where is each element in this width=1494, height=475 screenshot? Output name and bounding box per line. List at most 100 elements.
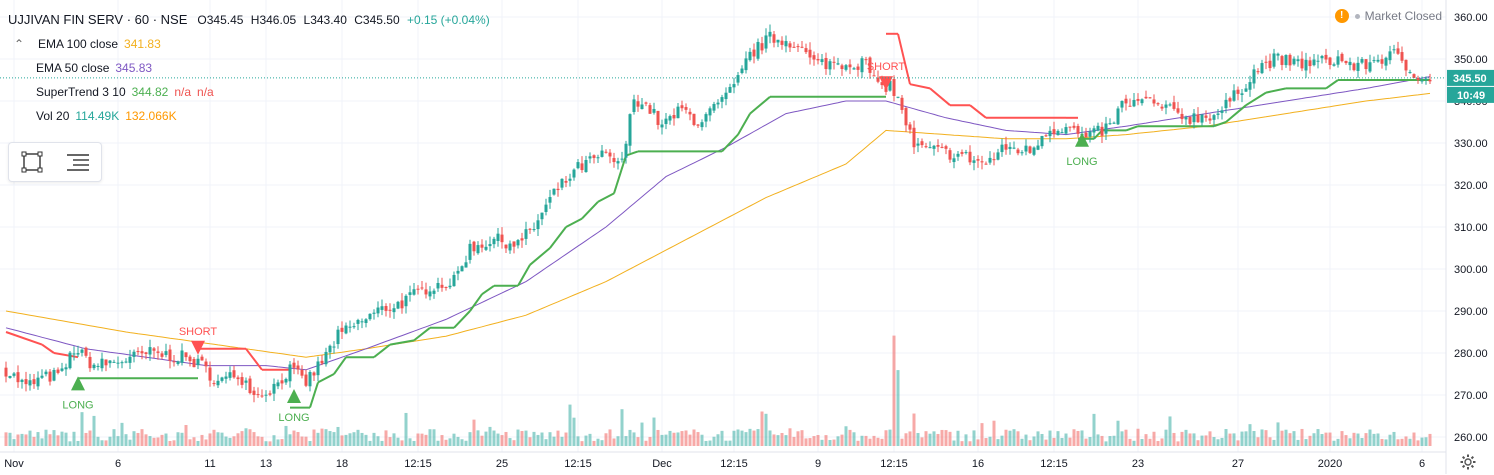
volume-bar bbox=[40, 438, 44, 446]
ema100-line bbox=[5, 92, 1431, 358]
x-tick-label: 12:15 bbox=[404, 458, 432, 470]
candle-body bbox=[1136, 98, 1140, 101]
volume-bar bbox=[1264, 430, 1268, 446]
volume-bar bbox=[664, 434, 668, 446]
candle-body bbox=[924, 146, 928, 148]
candle-body bbox=[1236, 89, 1240, 94]
candle-body bbox=[372, 312, 376, 314]
warning-icon[interactable]: ! bbox=[1334, 9, 1349, 23]
volume-bar bbox=[460, 439, 464, 446]
countdown-badge bbox=[1447, 86, 1494, 103]
volume-bar bbox=[160, 434, 164, 446]
volume-bar bbox=[1032, 436, 1036, 446]
candle-body bbox=[832, 61, 836, 63]
candle-body bbox=[1036, 145, 1040, 150]
candle-body bbox=[536, 220, 540, 230]
candle-body bbox=[604, 151, 608, 153]
volume-bar bbox=[1388, 434, 1392, 446]
candle-body bbox=[528, 228, 532, 230]
candle-body bbox=[92, 364, 96, 369]
candle-body bbox=[128, 356, 132, 363]
candle-body bbox=[1172, 102, 1176, 109]
volume-bar bbox=[196, 440, 200, 446]
candle-body bbox=[556, 188, 560, 191]
supertrend-segment bbox=[613, 155, 627, 194]
gear-icon[interactable] bbox=[1460, 454, 1476, 470]
candle-body bbox=[1000, 144, 1004, 153]
symbol-title[interactable]: UJJIVAN FIN SERV · 60 · NSE bbox=[8, 12, 188, 27]
volume-bar bbox=[48, 434, 52, 446]
candle-body bbox=[40, 375, 44, 378]
candle-body bbox=[240, 377, 244, 385]
candle-body bbox=[8, 375, 12, 378]
candle-body bbox=[1280, 56, 1284, 65]
indicator-value: 345.83 bbox=[115, 61, 153, 75]
candle-body bbox=[1092, 128, 1096, 133]
volume-bar bbox=[836, 436, 840, 446]
candle-body bbox=[380, 306, 384, 310]
candle-body bbox=[444, 286, 448, 288]
volume-bar bbox=[200, 434, 204, 446]
candle-body bbox=[1408, 72, 1412, 74]
rectangle-select-icon[interactable] bbox=[17, 147, 47, 177]
volume-bar bbox=[1104, 441, 1108, 446]
volume-bar bbox=[732, 430, 736, 446]
volume-bar bbox=[448, 438, 452, 446]
x-tick-label: 27 bbox=[1232, 458, 1244, 470]
volume-bar bbox=[184, 425, 188, 446]
indicator-row[interactable]: SuperTrend 3 10 344.82 n/a n/a bbox=[8, 80, 490, 104]
object-tree-icon[interactable] bbox=[63, 147, 93, 177]
volume-bar bbox=[308, 441, 312, 446]
candle-body bbox=[516, 240, 520, 246]
volume-bar bbox=[444, 439, 448, 446]
volume-bar bbox=[364, 434, 368, 446]
candle-body bbox=[1284, 55, 1288, 66]
indicator-row[interactable]: EMA 50 close 345.83 bbox=[8, 56, 490, 80]
indicator-row[interactable]: Vol 20 114.49K 132.066K bbox=[8, 104, 490, 128]
volume-bar bbox=[636, 437, 640, 446]
candle-body bbox=[276, 382, 280, 387]
volume-bar bbox=[764, 413, 768, 446]
candle-body bbox=[980, 161, 984, 163]
candle-body bbox=[880, 82, 884, 86]
volume-bar bbox=[896, 370, 900, 446]
indicator-row[interactable]: ⌃ EMA 100 close 341.83 bbox=[8, 32, 490, 56]
candle-body bbox=[1164, 104, 1168, 108]
volume-bar bbox=[1152, 431, 1156, 446]
candle-body bbox=[500, 234, 504, 243]
high-value: H346.05 bbox=[250, 13, 297, 27]
candle-body bbox=[732, 84, 736, 88]
volume-bar bbox=[116, 436, 120, 446]
candle-body bbox=[280, 380, 284, 384]
volume-bar bbox=[748, 428, 752, 446]
supertrend-segment bbox=[413, 327, 431, 342]
candle-body bbox=[344, 325, 348, 334]
volume-bar bbox=[992, 420, 996, 446]
candle-body bbox=[1416, 77, 1420, 81]
volume-bar bbox=[868, 438, 872, 446]
candle-body bbox=[768, 31, 772, 37]
candle-body bbox=[340, 327, 344, 332]
volume-bar bbox=[32, 436, 36, 446]
volume-bar bbox=[1012, 429, 1016, 446]
candle-body bbox=[760, 43, 764, 51]
candle-body bbox=[52, 369, 56, 381]
candle-body bbox=[792, 46, 796, 48]
candle-body bbox=[1200, 114, 1204, 123]
candle-body bbox=[260, 395, 264, 397]
volume-bar bbox=[716, 434, 720, 446]
volume-bar bbox=[52, 430, 56, 446]
volume-bar bbox=[472, 419, 476, 446]
candle-body bbox=[384, 306, 388, 311]
volume-bar bbox=[380, 440, 384, 446]
candle-body bbox=[1388, 51, 1392, 61]
short-signal-icon bbox=[879, 76, 893, 91]
volume-bar bbox=[1096, 434, 1100, 446]
candle-body bbox=[620, 158, 624, 160]
supertrend-segment bbox=[1265, 87, 1287, 94]
collapse-indicators-icon[interactable]: ⌃ bbox=[13, 37, 25, 51]
candle-body bbox=[220, 377, 224, 381]
candle-body bbox=[1096, 125, 1100, 131]
volume-bar bbox=[948, 431, 952, 446]
